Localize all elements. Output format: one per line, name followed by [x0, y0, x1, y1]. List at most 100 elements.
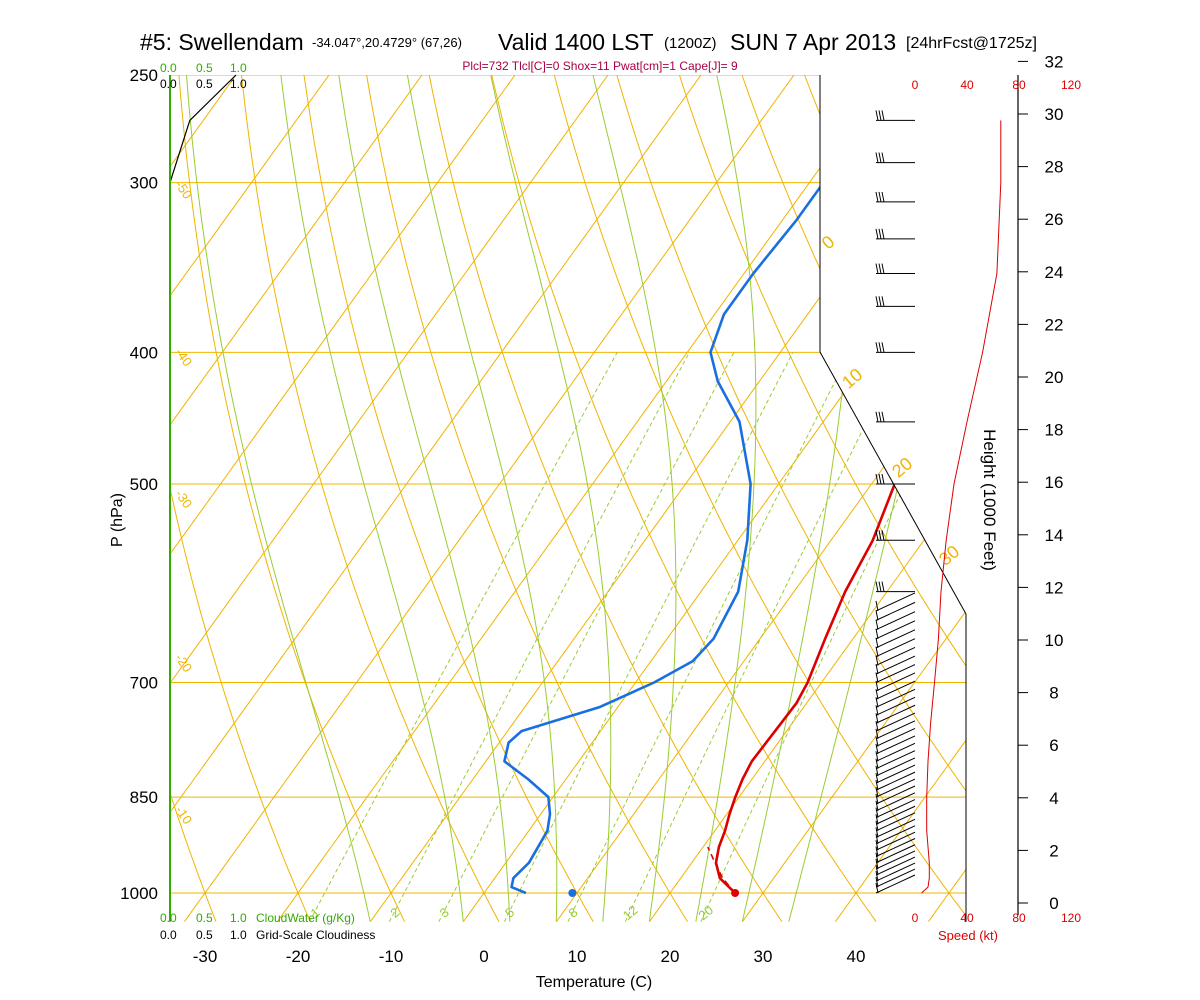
wind-barb-shaft — [875, 792, 916, 812]
moist-adiabat-line — [695, 75, 757, 922]
right-frame-diagonal — [819, 351, 967, 615]
station-title: #5: Swellendam — [140, 29, 304, 55]
cloudiness-scale-bottom: 0.5 — [196, 928, 213, 942]
wind-barb — [875, 844, 916, 864]
cloudiness-scale-top: 1.0 — [230, 77, 247, 91]
wind-barb — [875, 696, 916, 716]
dry-adiabat-line — [366, 75, 689, 922]
isotherm-line — [648, 75, 966, 922]
wind-barb-shaft — [875, 771, 916, 791]
isotherm-line — [0, 75, 50, 922]
height-tick-label: 16 — [1045, 473, 1064, 492]
isotherm-line — [834, 75, 966, 922]
cloudwater-scale-top: 0.5 — [196, 61, 213, 75]
temperature-tick-label: 40 — [847, 947, 866, 966]
wind-barb-shaft — [875, 856, 916, 876]
cloudiness-scale-bottom: 1.0 — [230, 928, 247, 942]
cloudiness-profile — [169, 74, 237, 183]
dry-adiabat-line — [428, 75, 783, 922]
wind-barb — [875, 646, 916, 666]
mixing-ratio-line — [388, 352, 690, 922]
wind-barb-flag — [875, 772, 879, 784]
station-coords: -34.047°,20.4729° (67,26) — [312, 35, 462, 50]
wind-barb-shaft — [875, 844, 916, 864]
height-tick-label: 30 — [1045, 105, 1064, 124]
wind-barb-flag — [881, 228, 885, 239]
cloudwater-scale-bottom: 0.5 — [196, 911, 213, 925]
wind-barb-flag — [875, 411, 879, 422]
wind-barb-flag — [878, 110, 882, 121]
cloudiness-scale-bottom: 0.0 — [160, 928, 177, 942]
moist-adiabat-line — [592, 75, 677, 922]
wind-barb-flag — [878, 581, 882, 592]
dry-adiabat-line — [170, 75, 217, 922]
wind-barb — [875, 874, 916, 894]
wind-barb-shaft — [875, 655, 916, 675]
forecast-cycle: [24hrFcst@1725z] — [906, 35, 1037, 52]
isotherm-label: -30 — [172, 487, 195, 511]
valid-time: Valid 1400 LST — [498, 29, 654, 55]
wind-barb — [875, 868, 916, 888]
cloudwater-scale-bottom: 0.0 — [160, 911, 177, 925]
wind-barb-shaft — [875, 757, 916, 777]
wind-barb-shaft — [875, 750, 916, 770]
wind-barb-shaft — [875, 611, 916, 631]
y-axis-title: P (hPa) — [109, 493, 126, 547]
wind-barb-shaft — [875, 727, 916, 747]
wind-barb-flag — [878, 411, 882, 422]
wind-barb-shaft — [875, 825, 916, 845]
speed-axis-title: Speed (kt) — [938, 928, 998, 943]
wind-barb — [875, 530, 915, 541]
wind-barb-shaft — [875, 831, 916, 851]
wind-barb — [875, 629, 916, 649]
height-tick-label: 26 — [1045, 210, 1064, 229]
temperature-tick-label: 20 — [661, 947, 680, 966]
speed-tick-label-bottom: 40 — [960, 911, 974, 925]
wind-barb-flag — [875, 296, 879, 307]
wind-barb — [875, 805, 916, 825]
dry-adiabat-line — [241, 75, 500, 922]
plot-frame — [169, 74, 967, 922]
wind-barb-flag — [875, 110, 879, 121]
wind-barb-shaft — [875, 838, 916, 857]
wind-barb-shaft — [875, 638, 916, 658]
dry-adiabat-line — [929, 75, 966, 922]
isotherm-line — [183, 75, 795, 922]
height-tick-label: 12 — [1045, 578, 1064, 597]
pressure-tick-label: 400 — [130, 343, 158, 362]
wind-barb — [875, 757, 916, 777]
stability-indices: Plcl=732 Tlcl[C]=0 Shox=11 Pwat[cm]=1 Ca… — [462, 59, 738, 73]
wind-barb-shaft — [875, 799, 916, 819]
wind-barb-shaft — [875, 704, 916, 724]
cloudiness-scale-top: 0.5 — [196, 77, 213, 91]
wind-barb-flag — [875, 800, 879, 811]
dry-adiabat-line — [0, 75, 27, 922]
wind-barb — [875, 742, 916, 762]
isotherm-line — [741, 75, 966, 922]
wind-barb-flag — [875, 736, 879, 747]
speed-tick-label-bottom: 80 — [1012, 911, 1026, 925]
wind-barb — [875, 831, 916, 851]
height-tick-label: 24 — [1045, 263, 1064, 282]
wind-barb-shaft — [875, 688, 916, 708]
wind-barb — [875, 228, 915, 240]
height-tick-label: 0 — [1049, 894, 1058, 913]
wind-barb-flag — [881, 530, 885, 541]
cloudwater-scale-bottom: 1.0 — [230, 911, 247, 925]
temperature-tick-label: 10 — [568, 947, 587, 966]
height-tick-label: 22 — [1045, 315, 1064, 334]
wind-barb-shaft — [875, 696, 916, 716]
wind-barb-flag — [875, 646, 879, 657]
wind-barb-flag — [881, 473, 885, 485]
pressure-tick-label: 700 — [130, 674, 158, 693]
forecast-date: SUN 7 Apr 2013 — [730, 29, 896, 55]
wind-barb-shaft — [875, 805, 916, 825]
wind-barb — [875, 771, 916, 791]
wind-barb-flag — [875, 751, 879, 762]
wind-barb-shaft — [875, 868, 916, 888]
dry-adiabat-line — [678, 75, 966, 922]
dry-adiabat-label: 10 — [838, 364, 866, 392]
